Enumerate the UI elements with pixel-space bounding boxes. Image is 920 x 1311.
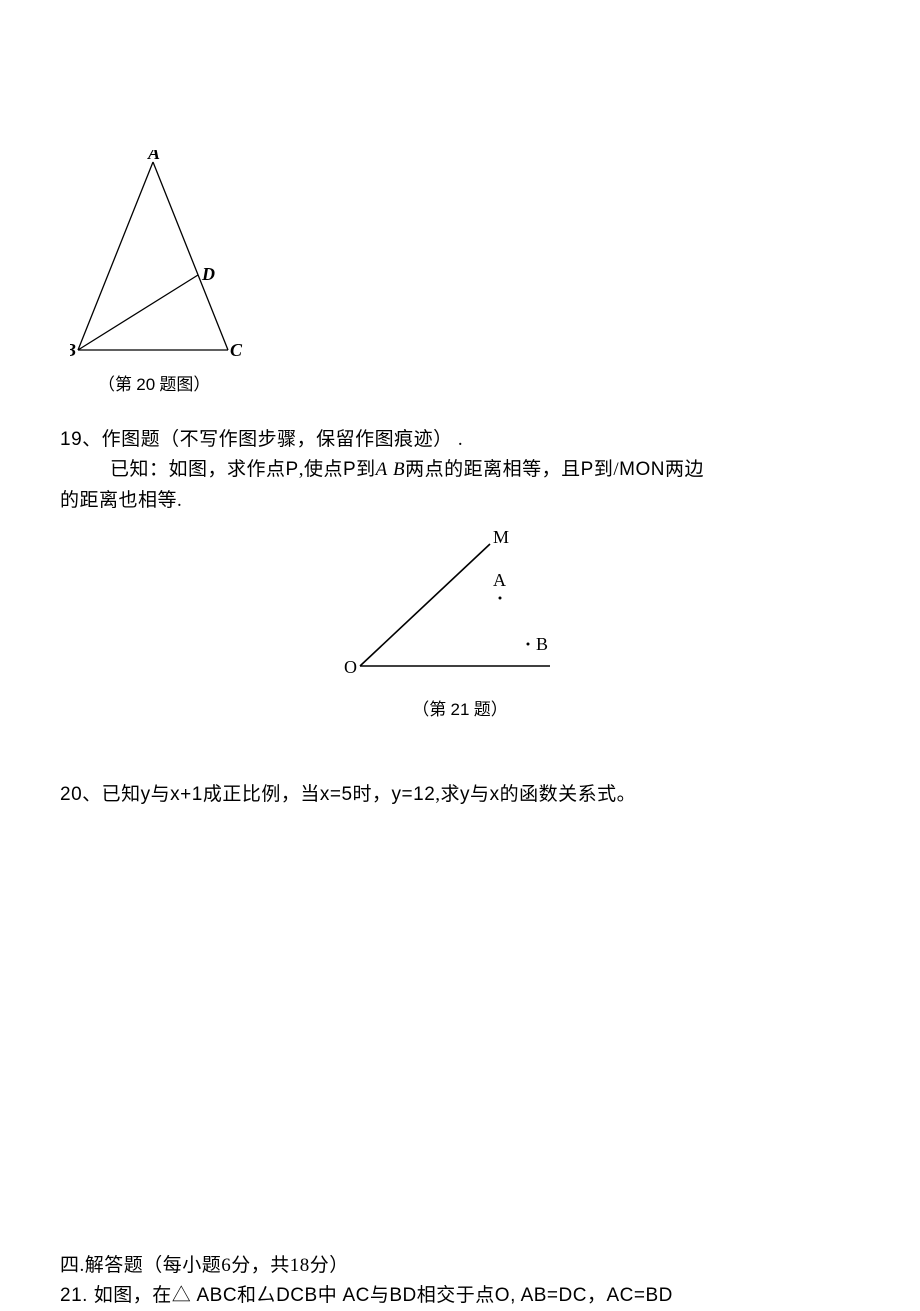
fig2-cap-num: 21 — [451, 700, 470, 719]
q19-line3: 的距离也相等. — [60, 486, 860, 516]
fig1-cap-suffix: 题图） — [155, 375, 210, 394]
fig2-cap-prefix: （第 — [412, 700, 450, 719]
section-4-header: 四.解答题（每小题6分，共18分） — [60, 1251, 860, 1281]
q21-l: AC=BD — [606, 1285, 672, 1306]
section-4: 四.解答题（每小题6分，共18分） 21. 如图，在△ ABC和厶DCB中 AC… — [60, 1251, 860, 1311]
page: A B C D （第 20 题图） 19、作图题（不写作图步骤，保留作图痕迹） … — [0, 0, 920, 1301]
q19-l2c: ,使点 — [299, 459, 343, 480]
label-D: D — [201, 264, 215, 284]
line-BD — [78, 275, 198, 350]
q21-f: AC — [342, 1285, 369, 1306]
figure-20-block: A B C D （第 20 题图） — [70, 150, 860, 395]
q20-i: ,求 — [435, 784, 460, 805]
figure-21-caption: （第 21 题） — [60, 695, 860, 720]
label-B2: B — [536, 634, 548, 654]
point-B-dot — [527, 643, 530, 646]
label-A2: A — [493, 570, 506, 590]
q21-e: 中 — [318, 1285, 343, 1306]
q21-c: 和厶 — [237, 1285, 276, 1306]
q19-l2i: 两点的距离相等，且 — [405, 459, 581, 480]
label-B: B — [70, 340, 76, 360]
line-OM — [360, 544, 490, 666]
q19-A: A — [376, 459, 388, 480]
q20-c: 与 — [151, 784, 171, 805]
fig2-cap-suffix: 题） — [469, 700, 507, 719]
fig1-cap-num: 20 — [136, 375, 155, 394]
figure-20-caption: （第 20 题图） — [98, 370, 860, 395]
label-A: A — [147, 150, 160, 163]
q21-g: 与 — [370, 1285, 390, 1306]
q19-l2e: 到 — [356, 459, 376, 480]
q21-num: 21. — [60, 1285, 94, 1306]
q20-g: 时， — [353, 784, 392, 805]
point-A-dot — [499, 597, 502, 600]
q20-h: y=12 — [392, 784, 436, 805]
q20-d: x+1 — [170, 784, 203, 805]
figure-21-block: O M A B （第 21 题） — [60, 526, 860, 720]
label-O: O — [344, 657, 357, 677]
q20-k: 与 — [470, 784, 490, 805]
q19-l2k: 到/ — [594, 459, 619, 480]
q21-h: BD — [389, 1285, 416, 1306]
q21-d: DCB — [276, 1285, 318, 1306]
q20-a: 已知 — [102, 784, 141, 805]
figure-20-svg: A B C D — [70, 150, 250, 365]
q20-f: x=5 — [320, 784, 353, 805]
q21-b: ABC — [196, 1285, 237, 1306]
q19-MON: MON — [619, 459, 665, 480]
line-AC — [153, 162, 228, 350]
label-M: M — [493, 527, 509, 547]
q19-line1: 19、作图题（不写作图步骤，保留作图痕迹） . — [60, 425, 860, 455]
q20-m: 的函数关系式。 — [500, 784, 637, 805]
line-AB — [78, 162, 153, 350]
question-20: 20、已知y与x+1成正比例，当x=5时，y=12,求y与x的函数关系式。 — [60, 780, 860, 810]
question-21: 21. 如图，在△ ABC和厶DCB中 AC与BD相交于点O, AB=DC，AC… — [60, 1281, 860, 1311]
q21-i: 相交于点 — [417, 1285, 495, 1306]
fig1-cap-prefix: （第 — [98, 375, 136, 394]
question-19: 19、作图题（不写作图步骤，保留作图痕迹） . 已知：如图，求作点P,使点P到A… — [60, 425, 860, 516]
q21-a: 如图，在△ — [94, 1285, 197, 1306]
q19-B: B — [393, 459, 405, 480]
label-C: C — [230, 340, 243, 360]
q21-k: ， — [587, 1285, 607, 1306]
q21-j: O, AB=DC — [495, 1285, 587, 1306]
q20-b: y — [141, 784, 151, 805]
q19-num: 19、 — [60, 429, 102, 450]
q19-P3: P — [581, 459, 594, 480]
q19-line1a: 作图题（不写作图步骤，保留作图痕迹） . — [102, 429, 464, 450]
q19-line2: 已知：如图，求作点P,使点P到A B两点的距离相等，且P到/MON两边 — [110, 455, 860, 485]
q20-j: y — [460, 784, 470, 805]
q19-P1: P — [286, 459, 299, 480]
q20-l: x — [490, 784, 500, 805]
figure-21-svg: O M A B — [330, 526, 590, 686]
q20-num: 20、 — [60, 784, 102, 805]
q19-l2a: 已知：如图，求作点 — [110, 459, 286, 480]
q19-P2: P — [343, 459, 356, 480]
q20-e: 成正比例，当 — [203, 784, 320, 805]
q19-l2m: 两边 — [665, 459, 704, 480]
